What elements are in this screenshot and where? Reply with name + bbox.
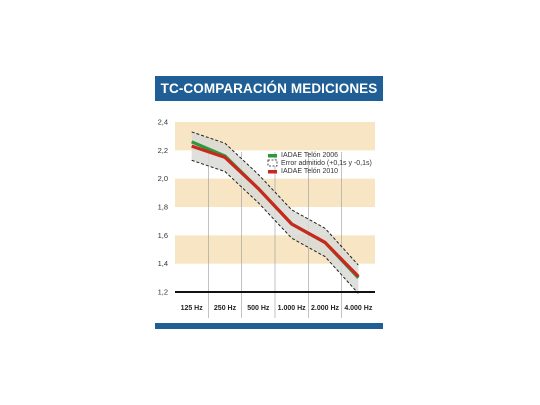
tolerance-upper-line — [191, 131, 359, 266]
legend-label-tolerance: Error admitido (+0,1s y -0,1s) — [281, 160, 372, 167]
series-layer — [191, 140, 360, 279]
legend-label-2010: IADAE Telón 2010 — [281, 168, 338, 175]
x-tick-label: 125 Hz — [181, 305, 204, 312]
tolerance-band — [191, 131, 359, 294]
series-line-2010 — [191, 144, 360, 278]
legend-swatch-tolerance — [267, 159, 278, 167]
legend-swatch-2010 — [268, 170, 277, 174]
y-axis: 1,2 1,4 1,6 1,8 2,0 2,2 2,4 — [158, 118, 168, 297]
y-tick-label: 1,8 — [158, 203, 168, 212]
legend-swatch-2006 — [268, 154, 277, 158]
x-tick-label: 2.000 Hz — [311, 305, 340, 312]
y-tick-label: 1,2 — [158, 288, 168, 297]
tolerance-lower-line — [191, 159, 359, 294]
chart-title: TC-COMPARACIÓN MEDICIONES T30 — [155, 76, 383, 121]
legend-label-2006: IADAE Telón 2006 — [281, 152, 338, 159]
y-tick-label: 2,4 — [158, 118, 168, 127]
tolerance-band-layer — [191, 131, 359, 294]
x-tick-label: 500 Hz — [247, 305, 270, 312]
x-axis: 125 Hz 250 Hz 500 Hz 1.000 Hz 2.000 Hz 4.000 … — [175, 291, 375, 312]
x-tick-label: 1.000 Hz — [278, 305, 307, 312]
y-tick-label: 1,4 — [158, 259, 168, 268]
x-tick-label: 250 Hz — [214, 305, 237, 312]
y-tick-label: 1,6 — [158, 231, 168, 240]
x-tick-label: 4.000 Hz — [344, 305, 373, 312]
bottom-rule — [155, 323, 383, 329]
y-tick-label: 2,2 — [158, 146, 168, 155]
y-tick-label: 2,0 — [158, 174, 168, 183]
